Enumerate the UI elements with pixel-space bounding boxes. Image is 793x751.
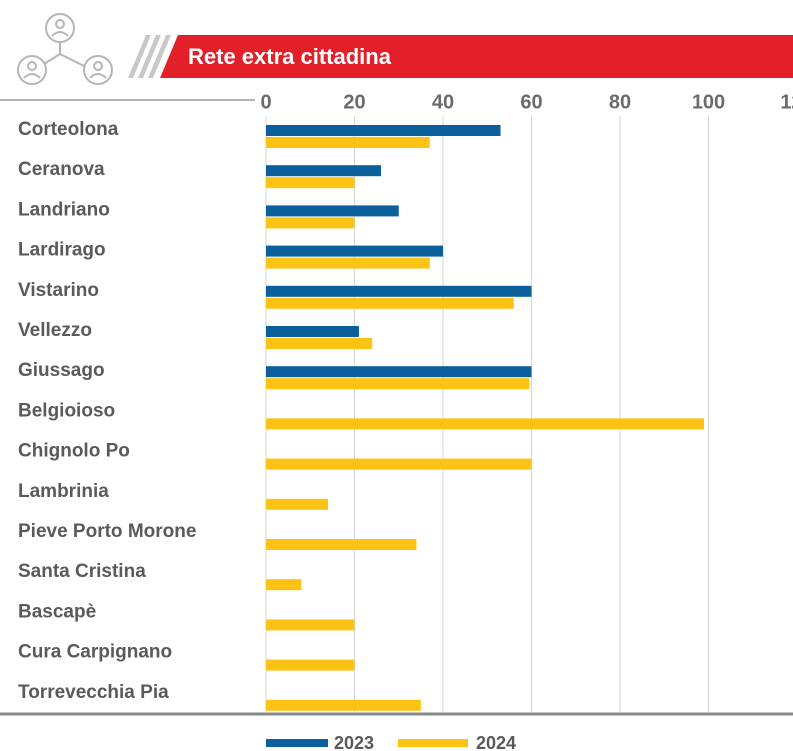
bar bbox=[266, 285, 532, 297]
x-tick-label: 80 bbox=[609, 91, 631, 113]
bar bbox=[266, 659, 355, 671]
bar bbox=[266, 137, 430, 148]
category-label: Bascapè bbox=[18, 601, 96, 622]
category-label: Corteolona bbox=[18, 119, 119, 140]
category-label: Pieve Porto Morone bbox=[18, 521, 196, 542]
bar bbox=[266, 205, 399, 217]
bar bbox=[266, 458, 532, 470]
header-icon bbox=[17, 13, 113, 85]
bar bbox=[266, 418, 705, 430]
category-label: Vistarino bbox=[18, 280, 99, 301]
x-tick-label: 120 bbox=[780, 91, 793, 113]
category-label: Giussago bbox=[18, 360, 105, 381]
bar bbox=[266, 498, 328, 510]
category-label: Lambrinia bbox=[18, 481, 109, 502]
bar bbox=[266, 326, 359, 337]
x-tick-label: 100 bbox=[692, 91, 725, 113]
bar bbox=[266, 366, 532, 378]
category-label: Lardirago bbox=[18, 240, 106, 261]
category-label: Chignolo Po bbox=[18, 441, 130, 462]
bar bbox=[266, 177, 355, 189]
header-slashes bbox=[128, 35, 171, 78]
bar bbox=[266, 699, 421, 711]
x-tick-label: 40 bbox=[432, 91, 454, 113]
category-label: Vellezzo bbox=[18, 320, 92, 341]
header-band bbox=[160, 35, 793, 78]
category-label: Landriano bbox=[18, 199, 110, 220]
chart-title: Rete extra cittadina bbox=[188, 44, 392, 69]
bar bbox=[266, 257, 430, 269]
bar bbox=[266, 245, 443, 257]
legend-swatch bbox=[398, 739, 468, 747]
category-label: Torrevecchia Pia bbox=[18, 682, 169, 703]
bar bbox=[266, 217, 355, 229]
bar bbox=[266, 539, 417, 550]
bar bbox=[266, 165, 382, 177]
bar bbox=[266, 579, 302, 591]
bar bbox=[266, 125, 501, 136]
bar bbox=[266, 619, 355, 631]
bar bbox=[266, 297, 514, 309]
category-label: Ceranova bbox=[18, 159, 105, 180]
category-label: Cura Carpignano bbox=[18, 642, 172, 663]
bar bbox=[266, 378, 530, 390]
category-label: Belgioioso bbox=[18, 400, 115, 421]
legend-label: 2024 bbox=[476, 733, 516, 751]
bar bbox=[266, 338, 373, 349]
legend-label: 2023 bbox=[334, 733, 374, 751]
legend-swatch bbox=[266, 739, 328, 747]
x-tick-label: 20 bbox=[343, 91, 365, 113]
x-tick-label: 60 bbox=[520, 91, 542, 113]
x-tick-label: 0 bbox=[260, 91, 271, 113]
category-label: Santa Cristina bbox=[18, 561, 146, 582]
